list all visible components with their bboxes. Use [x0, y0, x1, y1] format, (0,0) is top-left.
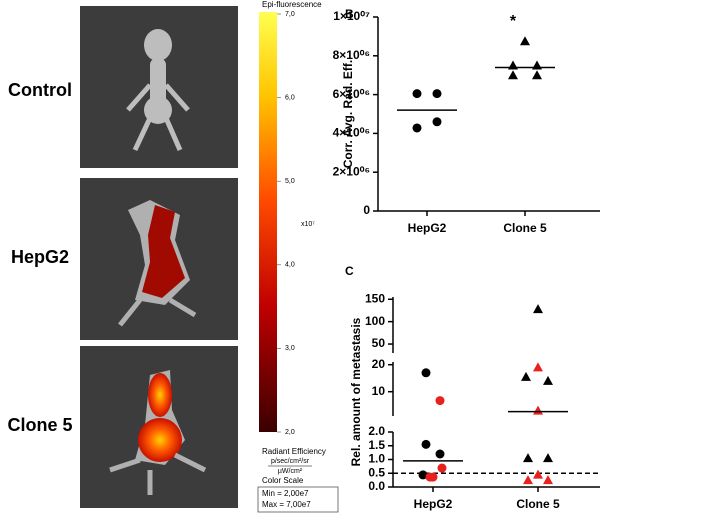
point [418, 470, 428, 480]
colorbar-tick-label: 5,0 [285, 178, 295, 185]
y-tick-label: 1.5 [368, 438, 385, 452]
panel-label: C [345, 264, 354, 278]
y-tick-label: 1.0 [368, 452, 385, 466]
row-label: Clone 5 [7, 415, 72, 435]
scale-box [257, 486, 339, 513]
y-tick-label: 10 [372, 384, 386, 398]
scale-max: Max = 7,00e7 [262, 500, 311, 509]
y-tick-label: 0 [363, 203, 370, 217]
point [532, 70, 542, 80]
point [523, 453, 533, 463]
colorbar-tick-label: 4,0 [285, 262, 295, 269]
point [533, 405, 543, 415]
x-tick-label: Clone 5 [516, 497, 560, 511]
point [521, 371, 531, 381]
x-tick-label: Clone 5 [503, 221, 547, 235]
panel-label: B [345, 7, 354, 21]
point [421, 368, 431, 378]
scale-min: Min = 2,00e7 [262, 489, 309, 498]
scale-title: Color Scale [262, 476, 304, 485]
y-tick-label: 2.0 [368, 424, 385, 438]
y-tick-label: 1×10⁰⁷ [333, 9, 370, 23]
point [421, 439, 431, 449]
y-tick-label: 0.5 [368, 465, 385, 479]
colorbar-tick-label: 3,0 [285, 345, 295, 352]
mouse-clone5 [109, 370, 207, 495]
point [533, 469, 543, 479]
point [543, 475, 553, 485]
point [523, 475, 533, 485]
point [543, 375, 553, 385]
y-tick-label: 20 [372, 357, 386, 371]
x-tick-label: HepG2 [414, 497, 453, 511]
colorbar-tick-label: 7,0 [285, 11, 295, 18]
y-tick-label: 6×10⁰⁶ [333, 87, 370, 101]
y-tick-label: 0.0 [368, 479, 385, 493]
y-axis-label: Rel. amount of metastasis [349, 317, 363, 466]
y-tick-label: 4×10⁰⁶ [333, 126, 370, 140]
y-tick-label: 2×10⁰⁶ [333, 164, 370, 178]
point [432, 117, 442, 127]
point [543, 453, 553, 463]
colorbar-tick-label: 6,0 [285, 94, 295, 101]
colorbar-multiplier: x10⁷ [301, 221, 315, 228]
unit-denominator: µW/cm² [278, 468, 303, 475]
y-tick-label: 100 [365, 314, 385, 328]
point [437, 463, 447, 473]
mouse-images [80, 6, 238, 508]
row-label: HepG2 [11, 247, 69, 267]
y-tick-label: 50 [372, 336, 386, 350]
point [412, 89, 422, 99]
unit-title: Radiant Efficiency [262, 447, 326, 456]
point [425, 472, 435, 482]
point [533, 362, 543, 372]
row-label: Control [8, 80, 72, 100]
annotation: * [510, 13, 517, 30]
x-tick-label: HepG2 [408, 221, 447, 235]
point [432, 89, 442, 99]
point [435, 396, 445, 406]
unit-numerator: p/sec/cm²/sr [271, 458, 310, 465]
colorbar-title: Epi-fluorescence [262, 0, 322, 9]
mouse-control [126, 29, 190, 152]
point [520, 36, 530, 46]
point [412, 123, 422, 133]
colorbar [259, 12, 277, 432]
point [508, 70, 518, 80]
y-tick-label: 150 [365, 291, 385, 305]
point [435, 449, 445, 459]
y-axis-label: Corr. Avg. Rad. Eff. [341, 60, 355, 168]
mouse-hepg2 [118, 200, 197, 327]
y-tick-label: 8×10⁰⁶ [333, 48, 370, 62]
colorbar-tick-label: 2,0 [285, 429, 295, 436]
point [533, 304, 543, 314]
